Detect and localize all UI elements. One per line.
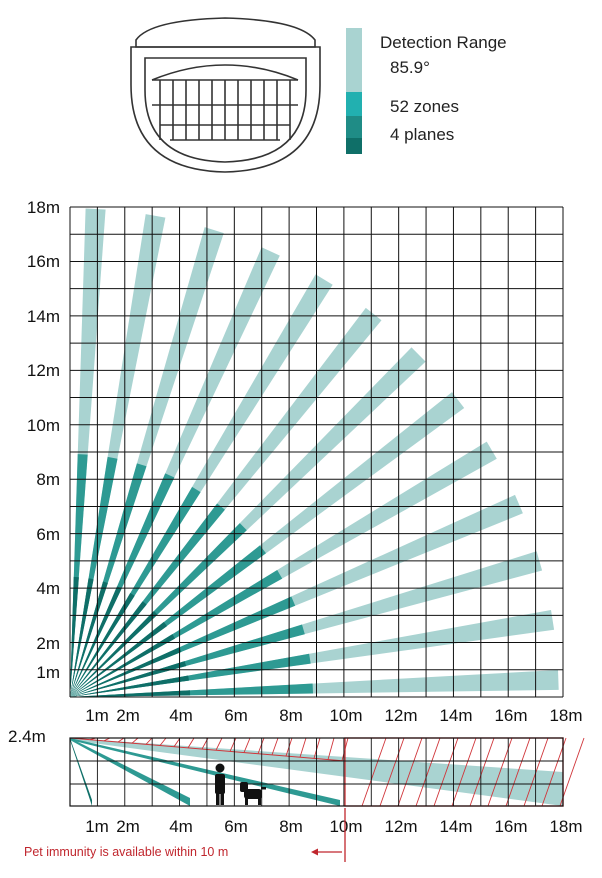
top-y-tick: 10m	[27, 416, 60, 435]
beam-near	[70, 675, 189, 697]
side-x-tick: 12m	[384, 817, 417, 836]
beam-near	[70, 601, 147, 697]
hatch-line	[469, 737, 495, 807]
side-beam-near	[70, 738, 92, 806]
arrow-left-icon	[311, 808, 346, 862]
beam-near	[70, 576, 79, 697]
beam-near	[70, 611, 158, 697]
top-y-tick: 4m	[36, 579, 60, 598]
beam-near	[70, 578, 94, 697]
legend-swatch	[346, 28, 362, 154]
top-y-tick: 16m	[27, 252, 60, 271]
side-beam-mid	[70, 738, 340, 806]
side-x-tick: 16m	[494, 817, 527, 836]
beam-near	[70, 581, 108, 697]
beam-near	[70, 621, 167, 697]
top-x-tick: 12m	[384, 706, 417, 725]
hatch-line	[313, 737, 321, 759]
top-y-tick: 6m	[36, 525, 60, 544]
beam-near	[70, 690, 191, 697]
detector-icon	[130, 17, 321, 173]
beam-near	[70, 634, 175, 697]
top-y-tick: 12m	[27, 361, 60, 380]
hatch-line	[145, 737, 153, 745]
side-x-tick: 4m	[169, 817, 193, 836]
top-x-tick: 1m	[85, 706, 109, 725]
side-x-tick: 6m	[224, 817, 248, 836]
hatch-line	[433, 737, 459, 807]
side-x-tick: 10m	[329, 817, 362, 836]
hatch-line	[299, 737, 307, 758]
legend-detection-range-label: Detection Range	[380, 33, 507, 52]
hatch-line	[415, 737, 441, 807]
side-x-tick: 1m	[85, 817, 109, 836]
side-beam-mid	[70, 738, 190, 806]
side-x-tick: 14m	[439, 817, 472, 836]
top-x-tick: 2m	[116, 706, 140, 725]
hatch-line	[131, 737, 139, 744]
top-x-tick: 16m	[494, 706, 527, 725]
hatch-line	[117, 737, 125, 743]
top-y-tick: 14m	[27, 307, 60, 326]
top-x-tick: 6m	[224, 706, 248, 725]
side-x-tick: 2m	[116, 817, 140, 836]
hatch-line	[341, 737, 349, 761]
hatch-line	[215, 737, 223, 751]
top-x-tick: 4m	[169, 706, 193, 725]
hatch-line	[243, 737, 251, 753]
dog-icon	[240, 782, 266, 805]
side-x-tick: 8m	[279, 817, 303, 836]
hatch-line	[541, 737, 567, 807]
hatch-line	[361, 737, 387, 807]
hatch-line	[451, 737, 477, 807]
side-x-tick: 18m	[549, 817, 582, 836]
top-view-beams	[70, 208, 559, 698]
top-y-tick: 18m	[27, 198, 60, 217]
top-view-x-axis: 1m 2m 4m 6m 8m 10m 12m 14m 16m 18m	[85, 706, 582, 725]
hatch-line	[327, 737, 335, 760]
hatch-line	[271, 737, 279, 756]
person-icon	[215, 763, 225, 805]
beam-near	[70, 593, 135, 697]
side-height-label: 2.4m	[8, 727, 46, 746]
top-view-grid	[69, 206, 564, 698]
hatch-line	[229, 737, 237, 752]
legend-zones-label: 52 zones	[390, 97, 459, 116]
top-y-tick: 1m	[36, 663, 60, 682]
hatch-line	[379, 737, 405, 807]
side-view-x-axis: 1m 2m 4m 6m 8m 10m 12m 14m 16m 18m	[85, 817, 582, 836]
hatch-line	[257, 737, 265, 754]
pet-immunity-note: Pet immunity is available within 10 m	[24, 845, 228, 859]
hatch-line	[173, 737, 181, 747]
top-x-tick: 14m	[439, 706, 472, 725]
top-x-tick: 10m	[329, 706, 362, 725]
top-y-tick: 2m	[36, 634, 60, 653]
hatch-line	[559, 737, 585, 807]
top-x-tick: 8m	[279, 706, 303, 725]
legend-planes-label: 4 planes	[390, 125, 454, 144]
legend-detection-range-value: 85.9°	[390, 58, 430, 77]
top-view-y-axis: 1m 2m 4m 6m 8m 10m 12m 14m 16m 18m	[27, 198, 60, 682]
side-view-grid	[69, 737, 564, 807]
hatch-line	[159, 737, 167, 746]
top-x-tick: 18m	[549, 706, 582, 725]
hatch-line	[397, 737, 423, 807]
top-y-tick: 8m	[36, 470, 60, 489]
hatch-line	[505, 737, 531, 807]
hatch-line	[187, 737, 195, 749]
